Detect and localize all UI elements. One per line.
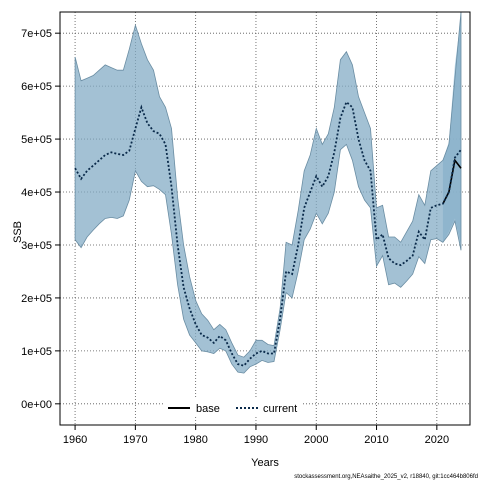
current-confidence-band <box>74 11 462 374</box>
y-tick-label-0: 0e+00 <box>21 399 52 411</box>
x-axis-title: Years <box>251 457 279 469</box>
confidence-bands <box>74 11 462 374</box>
x-tick-label-6: 2020 <box>425 434 449 446</box>
x-tick-label-2: 1980 <box>183 434 207 446</box>
legend-base-label: base <box>196 403 220 415</box>
y-tick-label-2: 2e+05 <box>21 293 52 305</box>
y-axis: 0e+00 1e+05 2e+05 3e+05 4e+05 5e+05 6e+05 7e+05 <box>21 28 60 411</box>
plot-frame <box>59 11 471 426</box>
legend: base current <box>163 399 303 417</box>
x-tick-label-0: 1960 <box>63 434 87 446</box>
current-line <box>74 100 462 367</box>
series-lines <box>74 100 462 367</box>
x-tick-label-5: 2010 <box>364 434 388 446</box>
y-axis-title: SSB <box>12 221 24 243</box>
x-tick-label-3: 1990 <box>244 434 268 446</box>
x-tick-label-1: 1970 <box>123 434 147 446</box>
x-axis: 1960 1970 1980 1990 2000 2010 2020 <box>63 425 449 446</box>
legend-background <box>163 399 303 417</box>
y-tick-label-5: 5e+05 <box>21 134 52 146</box>
y-tick-label-6: 6e+05 <box>21 81 52 93</box>
y-tick-label-1: 1e+05 <box>21 346 52 358</box>
x-tick-label-4: 2000 <box>304 434 328 446</box>
y-tick-label-7: 7e+05 <box>21 28 52 40</box>
footnote: stockassessment.org,NEAsaithe_2025_v2, r… <box>294 474 478 480</box>
y-tick-label-4: 4e+05 <box>21 187 52 199</box>
y-tick-label-3: 3e+05 <box>21 240 52 252</box>
legend-current-label: current <box>263 403 297 415</box>
